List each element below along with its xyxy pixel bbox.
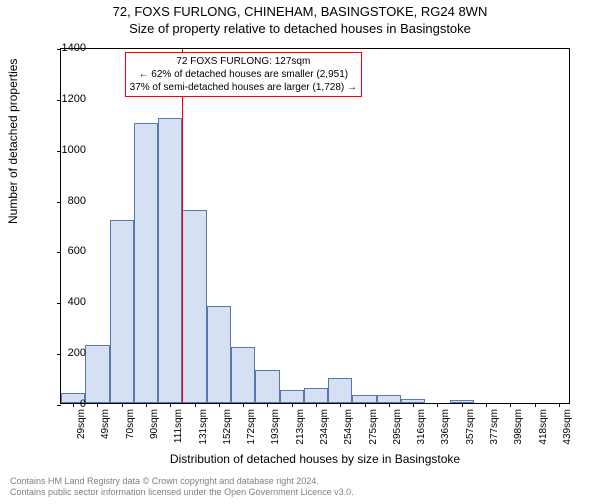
x-tick-mark <box>559 403 560 407</box>
x-tick-mark <box>97 403 98 407</box>
y-tick-label: 600 <box>46 245 86 257</box>
annotation-line: 72 FOXS FURLONG: 127sqm <box>130 55 357 68</box>
x-tick-label: 213sqm <box>295 409 306 445</box>
x-tick-mark <box>462 403 463 407</box>
chart-plot-area: 29sqm49sqm70sqm90sqm111sqm131sqm152sqm17… <box>60 48 570 404</box>
histogram-bar <box>182 210 206 403</box>
x-tick-label: 111sqm <box>173 409 184 443</box>
x-tick-label: 418sqm <box>538 409 549 445</box>
y-tick-label: 1400 <box>46 42 86 54</box>
x-tick-mark <box>316 403 317 407</box>
x-tick-mark <box>365 403 366 407</box>
x-tick-mark <box>535 403 536 407</box>
page-title-line2: Size of property relative to detached ho… <box>0 21 600 36</box>
histogram-bar <box>255 370 279 403</box>
y-tick-label: 800 <box>46 195 86 207</box>
x-tick-label: 152sqm <box>222 409 233 445</box>
annotation-box: 72 FOXS FURLONG: 127sqm← 62% of detached… <box>125 52 362 97</box>
footer-line1: Contains HM Land Registry data © Crown c… <box>10 476 354 487</box>
x-tick-mark <box>195 403 196 407</box>
y-tick-label: 0 <box>46 398 86 410</box>
x-tick-label: 357sqm <box>465 409 476 445</box>
x-tick-mark <box>146 403 147 407</box>
x-tick-label: 254sqm <box>343 409 354 445</box>
x-tick-label: 193sqm <box>270 409 281 445</box>
x-tick-mark <box>486 403 487 407</box>
histogram-bar <box>377 395 401 403</box>
x-tick-label: 398sqm <box>513 409 524 445</box>
x-tick-label: 172sqm <box>246 409 257 445</box>
histogram-bar <box>158 118 182 403</box>
footer-attribution: Contains HM Land Registry data © Crown c… <box>10 476 354 498</box>
x-tick-label: 234sqm <box>319 409 330 445</box>
x-tick-label: 131sqm <box>198 409 209 445</box>
histogram-bar <box>304 388 328 403</box>
footer-line2: Contains public sector information licen… <box>10 487 354 498</box>
y-axis-label: Number of detached properties <box>6 59 20 224</box>
x-tick-mark <box>340 403 341 407</box>
histogram-bar <box>134 123 158 403</box>
x-tick-label: 275sqm <box>368 409 379 445</box>
histogram-bar <box>85 345 109 403</box>
x-axis-label: Distribution of detached houses by size … <box>60 452 570 466</box>
x-tick-label: 336sqm <box>440 409 451 445</box>
page-title-line1: 72, FOXS FURLONG, CHINEHAM, BASINGSTOKE,… <box>0 4 600 19</box>
histogram-bar <box>280 390 304 403</box>
x-tick-mark <box>122 403 123 407</box>
x-tick-label: 316sqm <box>416 409 427 445</box>
property-marker-line <box>182 49 183 403</box>
y-tick-label: 200 <box>46 347 86 359</box>
x-tick-label: 377sqm <box>489 409 500 445</box>
histogram-bar <box>328 378 352 403</box>
x-tick-mark <box>219 403 220 407</box>
histogram-bar <box>110 220 134 403</box>
annotation-line: ← 62% of detached houses are smaller (2,… <box>130 68 357 81</box>
y-tick-label: 400 <box>46 296 86 308</box>
x-tick-mark <box>389 403 390 407</box>
histogram-bar <box>231 347 255 403</box>
x-tick-mark <box>170 403 171 407</box>
x-tick-label: 295sqm <box>392 409 403 445</box>
x-tick-label: 439sqm <box>562 409 573 445</box>
y-tick-label: 1000 <box>46 144 86 156</box>
x-tick-label: 70sqm <box>125 409 136 439</box>
x-tick-label: 49sqm <box>100 409 111 439</box>
histogram-bar <box>207 306 231 403</box>
x-tick-label: 29sqm <box>76 409 87 439</box>
x-tick-mark <box>243 403 244 407</box>
histogram-bar <box>352 395 376 403</box>
x-tick-mark <box>267 403 268 407</box>
x-tick-mark <box>510 403 511 407</box>
annotation-line: 37% of semi-detached houses are larger (… <box>130 81 357 94</box>
y-tick-label: 1200 <box>46 93 86 105</box>
x-tick-label: 90sqm <box>149 409 160 439</box>
x-tick-mark <box>437 403 438 407</box>
x-tick-mark <box>413 403 414 407</box>
x-tick-mark <box>292 403 293 407</box>
